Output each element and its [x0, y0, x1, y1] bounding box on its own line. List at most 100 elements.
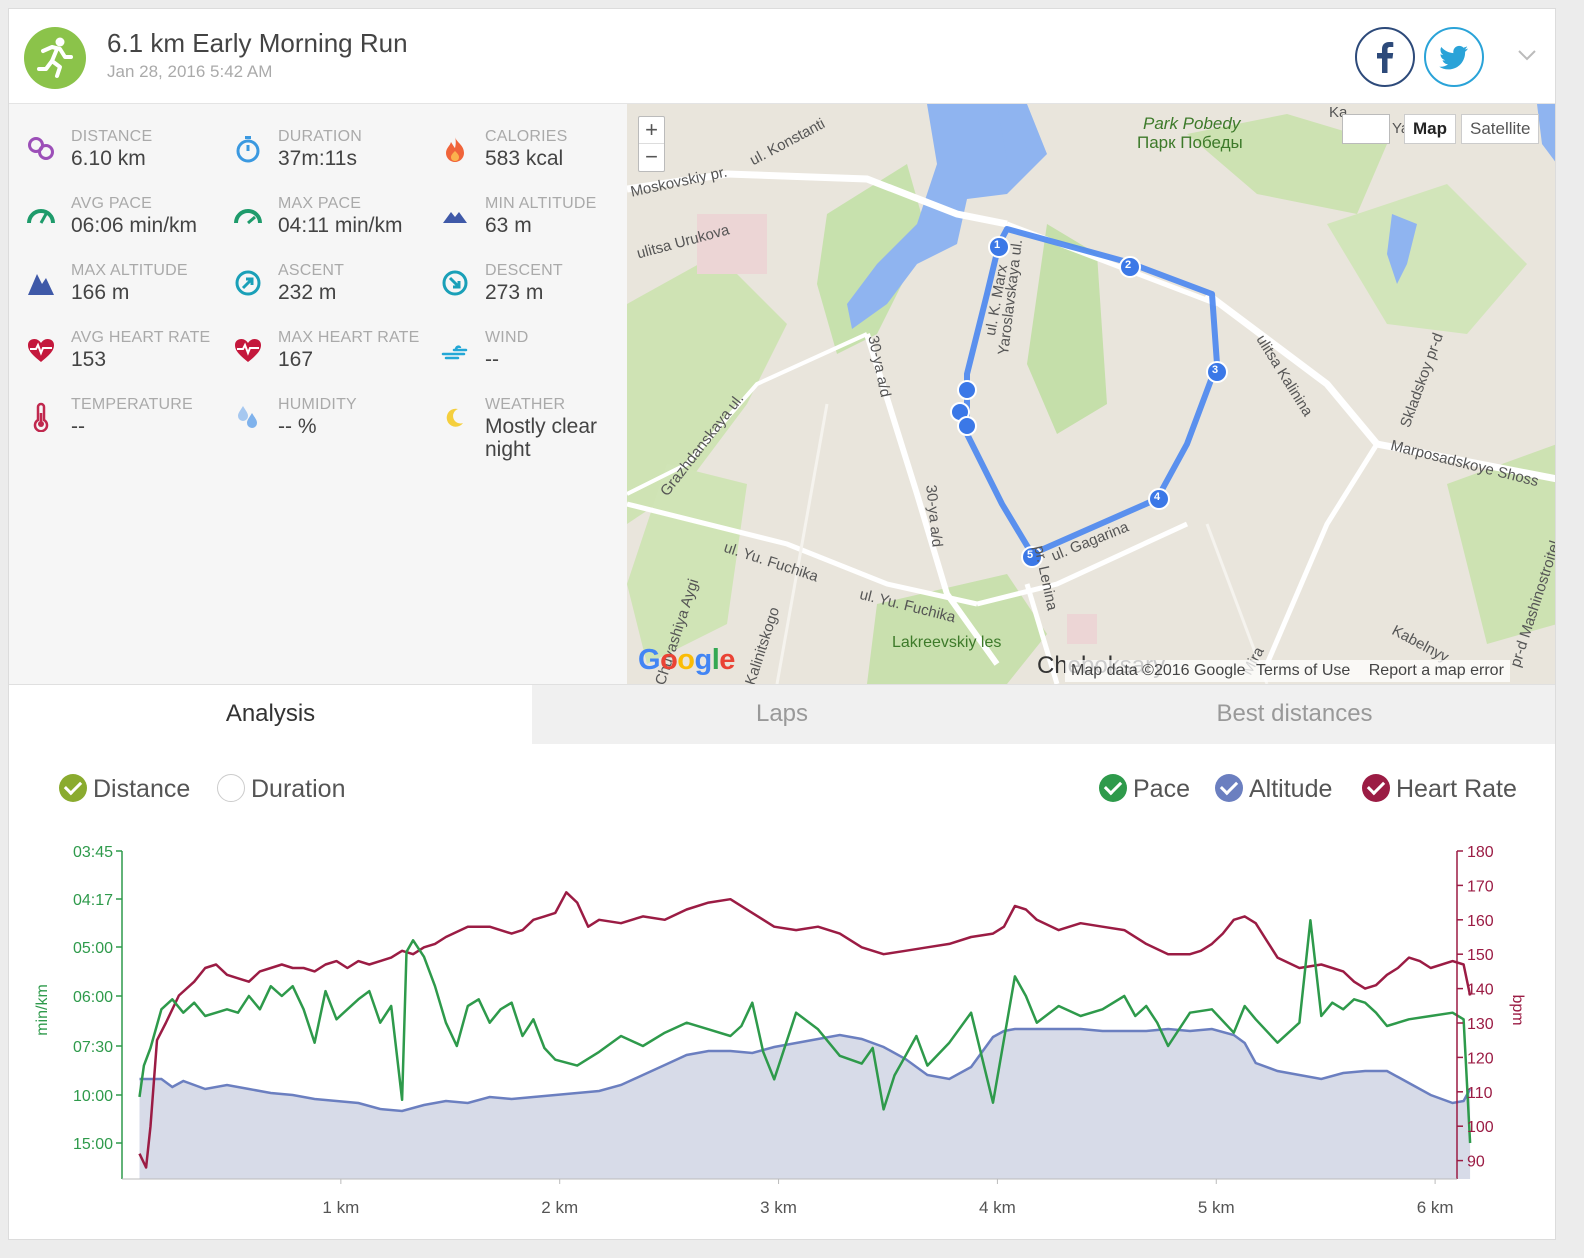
tab-analysis[interactable]: Analysis: [9, 685, 532, 745]
right-tick-label: 150: [1467, 947, 1494, 964]
google-logo: Google: [638, 644, 735, 676]
stat-value: 63 m: [485, 214, 532, 237]
stat-value: 583 kcal: [485, 147, 564, 170]
stat-label: DESCENT: [485, 262, 563, 279]
flame-icon: [440, 134, 470, 164]
analysis-chart[interactable]: 03:45 04:17 05:00 06:00 07:30 10:00 15:00 180 17…: [9, 839, 1556, 1239]
toggle-label: Distance: [93, 775, 191, 803]
x-tick-label: 5 km: [1198, 1198, 1235, 1217]
stat-label: WEATHER: [485, 396, 566, 413]
route-marker-label: 4: [1154, 491, 1161, 503]
x-tick-label: 1 km: [322, 1198, 359, 1217]
toggle-label: Pace: [1133, 775, 1190, 803]
right-tick-label: 180: [1467, 844, 1494, 861]
x-tick-label: 4 km: [979, 1198, 1016, 1217]
wind-icon: [440, 335, 470, 365]
left-tick-label: 04:17: [73, 892, 113, 909]
terms-of-use-link[interactable]: Terms of Use: [1256, 662, 1351, 679]
map-type-map-button[interactable]: Map: [1404, 114, 1456, 144]
stat-value: 166 m: [71, 281, 130, 304]
toggle-label: Heart Rate: [1396, 775, 1517, 803]
right-tick-label: 120: [1467, 1050, 1494, 1067]
toggle-label: Duration: [251, 775, 346, 803]
checkbox-checked-icon: [1362, 774, 1390, 802]
toggle-altitude[interactable]: Altitude: [1215, 774, 1332, 804]
zoom-out-button[interactable]: −: [645, 144, 658, 169]
stat-label: MAX HEART RATE: [278, 329, 420, 346]
right-tick-label: 160: [1467, 913, 1494, 930]
twitter-share-button[interactable]: [1424, 27, 1484, 87]
tab-laps[interactable]: Laps: [755, 700, 809, 727]
tab-best-distances[interactable]: Best distances: [1216, 700, 1373, 727]
facebook-share-button[interactable]: [1355, 27, 1415, 87]
route-marker-label: 5: [1027, 549, 1034, 561]
facebook-icon: [1377, 42, 1394, 73]
heart-rate-series-line: [138, 891, 1472, 1169]
stat-label: WIND: [485, 329, 529, 346]
moon-icon: [440, 402, 470, 432]
chevron-down-icon[interactable]: [1517, 45, 1537, 65]
toggle-distance[interactable]: Distance: [59, 774, 190, 804]
water-drops-icon: [233, 402, 263, 432]
speedometer-icon: [26, 201, 56, 231]
stat-value: 153: [71, 348, 107, 371]
left-axis-label: min/km: [34, 984, 51, 1036]
right-tick-label: 140: [1467, 982, 1494, 999]
toggle-duration[interactable]: Duration: [217, 774, 346, 804]
route-marker-label: 1: [994, 239, 1001, 251]
stopwatch-icon: [233, 134, 263, 164]
twitter-icon: [1439, 45, 1468, 70]
checkbox-checked-icon: [59, 774, 87, 802]
altitude-series-line: [139, 1027, 1472, 1113]
right-tick-label: 110: [1467, 1085, 1493, 1102]
map-canvas: [627, 104, 1555, 684]
stat-label: DURATION: [278, 128, 362, 145]
map-label: Lakreevskiy les: [892, 634, 1002, 651]
stat-label: HUMIDITY: [278, 396, 357, 413]
ascent-arrow-icon: [233, 268, 263, 298]
zoom-in-button[interactable]: +: [639, 117, 664, 144]
heart-pulse-icon: [26, 335, 56, 365]
route-map[interactable]: 1 2 3 4 5 ul. Konstanti Moskovskiy pr. u…: [627, 104, 1555, 684]
stat-value: --: [71, 415, 85, 438]
stat-label: ASCENT: [278, 262, 345, 279]
speedometer-icon: [233, 201, 263, 231]
left-tick-label: 05:00: [73, 940, 113, 957]
stat-label: AVG PACE: [71, 195, 153, 212]
route-marker-label: 3: [1212, 364, 1219, 376]
activity-header: 6.1 km Early Morning Run Jan 28, 2016 5:…: [9, 9, 1555, 104]
map-type-satellite-button[interactable]: Satellite: [1461, 114, 1540, 144]
checkbox-checked-icon: [1215, 774, 1243, 802]
toggle-heart-rate[interactable]: Heart Rate: [1362, 774, 1517, 804]
stat-value: 6.10 km: [71, 147, 146, 170]
stat-value: 06:06 min/km: [71, 214, 198, 237]
report-map-error-link[interactable]: Report a map error: [1368, 662, 1504, 679]
zoom-control: + −: [638, 116, 665, 172]
checkbox-checked-icon: [1099, 774, 1127, 802]
stat-value: 232 m: [278, 281, 337, 304]
mountain-small-icon: [440, 201, 470, 231]
left-tick-label: 07:30: [73, 1039, 113, 1056]
map-data-credit: Map data ©2016 Google: [1071, 662, 1246, 679]
mountain-large-icon: [26, 268, 56, 298]
route-marker-label: 2: [1125, 259, 1132, 271]
stat-value: 273 m: [485, 281, 544, 304]
location-pins-icon: [26, 134, 56, 164]
activity-title: 6.1 km Early Morning Run: [107, 28, 408, 58]
stat-label: MAX PACE: [278, 195, 362, 212]
right-tick-label: 130: [1467, 1016, 1494, 1033]
right-tick-label: 90: [1467, 1154, 1485, 1171]
activity-date: Jan 28, 2016 5:42 AM: [107, 62, 273, 81]
x-tick-label: 3 km: [760, 1198, 797, 1217]
toggle-pace[interactable]: Pace: [1099, 774, 1190, 804]
stat-value: 167: [278, 348, 314, 371]
map-fullscreen-button[interactable]: [1342, 114, 1390, 144]
map-label: Парк Победы: [1137, 133, 1243, 152]
activity-card: 6.1 km Early Morning Run Jan 28, 2016 5:…: [8, 8, 1556, 1240]
left-tick-label: 06:00: [73, 989, 113, 1006]
left-tick-label: 10:00: [73, 1088, 113, 1105]
x-tick-label: 6 km: [1417, 1198, 1454, 1217]
stats-panel: DISTANCE 6.10 km DURATION 37m:11s CALORI…: [9, 104, 627, 684]
stat-value: 04:11 min/km: [278, 214, 403, 237]
stat-label: AVG HEART RATE: [71, 329, 211, 346]
